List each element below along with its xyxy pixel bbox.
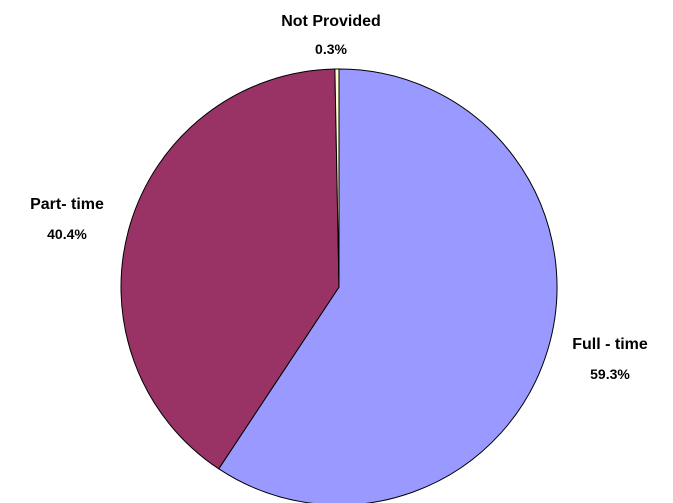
pie-slice-full-time — [218, 68, 558, 503]
pie-slice-part-time — [120, 68, 340, 470]
category-label-full-time: Full - time — [572, 336, 648, 353]
value-label-not-provided: 0.3% — [315, 41, 347, 57]
value-label-part-time: 40.4% — [47, 226, 87, 242]
pie-slices — [120, 68, 558, 503]
label-full-time: Full - time 59.3% — [572, 336, 648, 382]
value-label-full-time: 59.3% — [590, 366, 630, 382]
pie-slice-not-provided — [334, 68, 340, 288]
label-part-time: Part- time 40.4% — [30, 196, 104, 242]
label-not-provided: Not Provided 0.3% — [281, 13, 381, 57]
category-label-not-provided: Not Provided — [281, 13, 381, 30]
category-label-part-time: Part- time — [30, 196, 104, 213]
